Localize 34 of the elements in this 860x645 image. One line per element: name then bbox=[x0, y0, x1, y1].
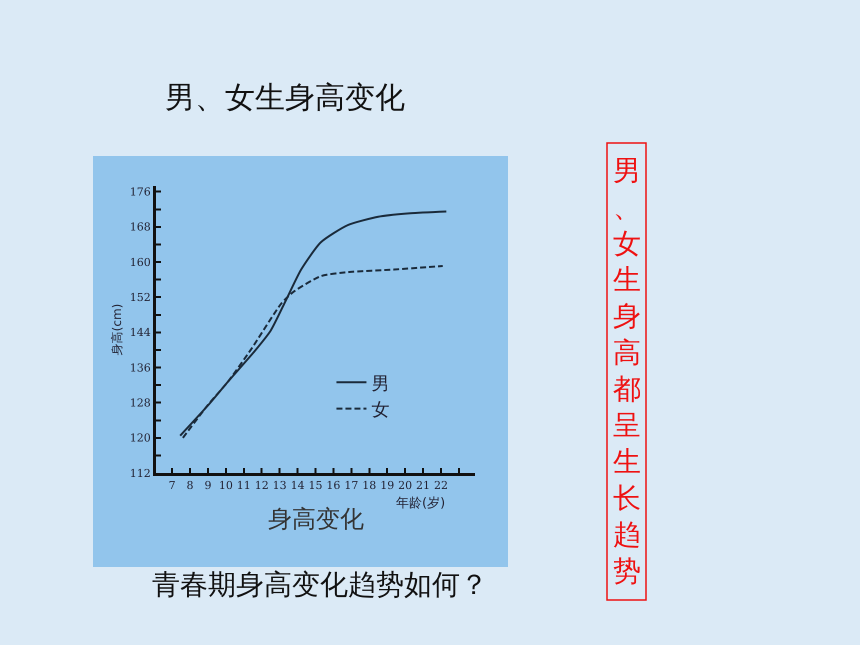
x-tick-label: 20 bbox=[398, 479, 412, 492]
y-tick-label: 112 bbox=[130, 466, 151, 480]
x-tick-label: 21 bbox=[416, 479, 430, 492]
line-series bbox=[179, 210, 448, 437]
y-tick-label: 168 bbox=[130, 220, 151, 234]
y-tick-label: 176 bbox=[130, 186, 151, 199]
x-tick-label: 18 bbox=[362, 479, 376, 492]
text: 男、女生身高都呈生长趋势 bbox=[613, 154, 641, 588]
chart-title: 男、女生身高变化 bbox=[165, 80, 405, 116]
legend-label: 男 bbox=[371, 373, 390, 394]
x-axis-title: 年龄(岁) bbox=[396, 496, 446, 511]
y-tick-label: 136 bbox=[130, 361, 151, 374]
x-tick-label: 8 bbox=[186, 479, 194, 492]
text: 身高变化 bbox=[268, 505, 364, 533]
x-tick-label: 10 bbox=[218, 479, 233, 492]
x-tick-label: 16 bbox=[326, 479, 340, 492]
x-tick-label: 13 bbox=[272, 479, 287, 492]
y-tick-label: 120 bbox=[130, 432, 151, 445]
y-tick-label: 152 bbox=[130, 291, 151, 304]
x-tick-label: 22 bbox=[434, 479, 448, 492]
x-tick-label: 15 bbox=[308, 479, 322, 492]
x-tick-label: 19 bbox=[380, 479, 394, 492]
x-tick-label: 11 bbox=[236, 479, 251, 492]
x-tick-label: 12 bbox=[254, 479, 269, 492]
text: 青春期身高变化趋势如何？ bbox=[152, 568, 488, 601]
y-axis-title: 身高(cm) bbox=[110, 304, 124, 356]
y-tick-label: 144 bbox=[130, 326, 151, 340]
x-tick-label: 17 bbox=[344, 479, 358, 492]
x-tick-label: 14 bbox=[290, 479, 305, 492]
y-tick-label: 160 bbox=[130, 256, 151, 269]
x-tick-label: 9 bbox=[204, 479, 212, 492]
legend-label: 女 bbox=[371, 400, 390, 421]
x-tick-label: 7 bbox=[168, 479, 176, 492]
y-tick-label: 128 bbox=[130, 396, 151, 410]
